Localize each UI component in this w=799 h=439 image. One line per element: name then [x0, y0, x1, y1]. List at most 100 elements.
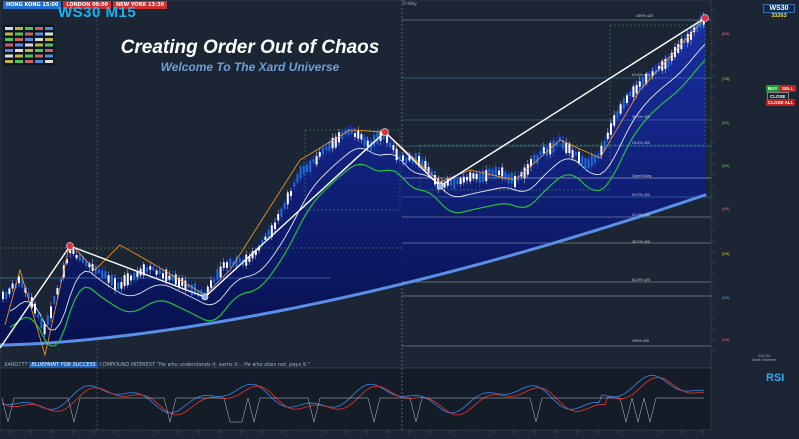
candle-body [56, 287, 59, 295]
candle-body [427, 167, 430, 174]
market-watch-cell [35, 32, 43, 36]
market-watch-cell [25, 60, 33, 63]
sell-button[interactable]: SELL [780, 85, 796, 92]
candle-body [501, 167, 504, 177]
candle-body [18, 276, 20, 284]
candle-body [158, 268, 161, 275]
rsi-signal-line [1, 376, 705, 416]
market-watch-cell [35, 60, 43, 63]
market-watch-panel [2, 23, 56, 71]
market-watch-cell [15, 32, 23, 36]
candle-body [357, 130, 360, 139]
candle-body [248, 256, 251, 262]
open-today-label: OpenToday [632, 174, 652, 178]
candle-body [578, 151, 580, 163]
candle-body [565, 142, 568, 154]
candle-body [133, 272, 136, 281]
candle-body [328, 140, 331, 151]
candle-body [686, 34, 689, 43]
candle-body [168, 275, 171, 280]
candle-body [542, 147, 545, 154]
candle-body [392, 145, 395, 150]
candle-body [261, 239, 264, 246]
fast-moving-average [9, 59, 706, 347]
market-watch-cell [45, 27, 53, 30]
candle-body [315, 156, 318, 165]
candle-body [88, 263, 91, 268]
session-newyork-badge: NEW YORK 13:30 [113, 1, 167, 9]
candle-body [254, 250, 257, 256]
fib-level-38b: 38.2% 420 [632, 240, 651, 244]
zone-box [304, 129, 401, 211]
brand-name: Xard Universe [752, 358, 777, 362]
candle-body [302, 165, 305, 175]
rsi-momentum-line [1, 397, 704, 423]
symbol-title: WS30 M15 [58, 4, 137, 21]
candle-body [472, 173, 475, 179]
candle-body [462, 176, 465, 183]
candle-body [638, 81, 641, 87]
candle-body [299, 166, 302, 179]
murrey-8-8: [8/8] [722, 32, 730, 36]
candle-body [75, 255, 78, 259]
candle-body [27, 292, 30, 299]
candle-body [210, 280, 212, 288]
rsi-indicator-label: RSI [766, 372, 785, 384]
murrey-1-8: [1/8] [722, 338, 730, 342]
candle-body [238, 258, 241, 263]
trade-panel: WS30 33263 [763, 4, 795, 19]
candle-body [632, 86, 635, 98]
candle-body [571, 150, 574, 159]
market-watch-cell [25, 54, 33, 58]
candle-body [690, 31, 692, 40]
candle-body [526, 164, 529, 175]
candle-body [533, 154, 536, 164]
candle-body [658, 66, 660, 70]
buy-button[interactable]: BUY [766, 85, 780, 92]
candle-body [363, 137, 366, 147]
mid-moving-average [9, 43, 706, 331]
candle-body [322, 147, 324, 155]
candle-body [94, 265, 97, 275]
market-watch-cell [25, 32, 33, 36]
candle-body [635, 85, 638, 94]
candle-body [469, 172, 472, 182]
market-watch-cell [35, 38, 43, 41]
candle-body [50, 306, 52, 319]
candle-body [53, 295, 56, 304]
candle-body [574, 151, 577, 156]
candle-body [107, 275, 110, 283]
market-watch-cell [25, 49, 33, 52]
candle-body [539, 151, 542, 155]
candle-body [453, 177, 456, 189]
candle-body [232, 261, 235, 266]
candle-body [69, 248, 72, 254]
market-watch-cell [25, 38, 33, 41]
candle-body [664, 58, 667, 69]
candle-body [670, 52, 673, 61]
candle-body [184, 280, 187, 291]
candle-body [491, 169, 494, 176]
candle-body [104, 270, 107, 279]
long-moving-average [0, 193, 707, 347]
candle-body [424, 160, 427, 171]
fib-level-23: 23.6% 420 [632, 141, 651, 145]
candle-body [318, 152, 321, 157]
candle-body [606, 132, 609, 140]
subheadline: Welcome To The Xard Universe [160, 60, 340, 74]
candle-body [274, 222, 276, 230]
close-all-button[interactable]: CLOSE ALL [766, 99, 796, 106]
candle-body [568, 143, 571, 154]
murrey-5-8: [5/8] [722, 164, 730, 168]
candle-body [558, 136, 561, 141]
brand-footer: 202-04 Xard Universe [752, 354, 776, 362]
candle-body [114, 278, 116, 290]
candle-body [510, 172, 513, 184]
candle-body [386, 135, 388, 143]
candle-body [485, 170, 488, 182]
candle-body [270, 225, 273, 238]
candle-body [290, 190, 292, 197]
candle-body [475, 173, 478, 180]
candle-body [504, 171, 507, 181]
